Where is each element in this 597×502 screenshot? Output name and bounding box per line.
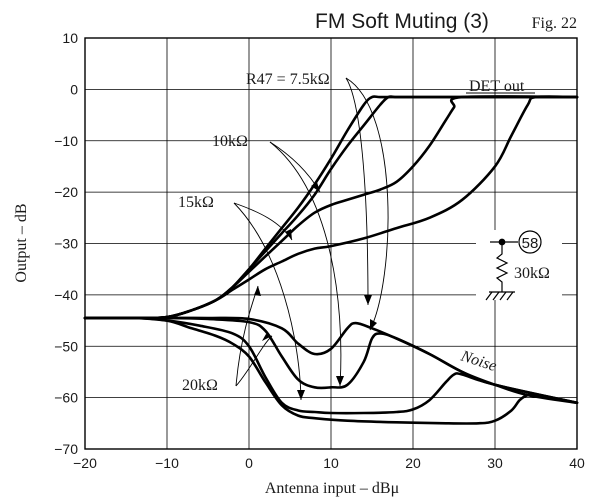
figure-label: Fig. 22 [532,15,577,32]
arrowhead-7.5k-2 [370,319,377,330]
pin-circle [518,230,542,254]
x-tick-label: 40 [569,455,585,471]
y-tick-label: −60 [54,390,78,406]
leader-10k-2 [269,141,342,387]
x-axis-label: Antenna input – dBμ [265,480,399,497]
annotation-20k: 20kΩ [182,377,218,394]
series-lines [83,95,579,425]
annotation-r47-7.5k: R47 = 7.5kΩ [246,71,330,88]
resistor-value: 30kΩ [514,265,550,282]
leader-7.5k-1 [345,77,369,306]
plot-frame [84,37,578,450]
arrowhead-10k-2 [336,376,344,386]
arrowhead-20k-2 [262,334,272,341]
pin-number: 58 [522,235,539,252]
series-line-5 [83,316,579,405]
leader-10k-1 [269,141,321,193]
y-tick-label: 10 [62,30,78,46]
y-tick-label: −10 [54,133,78,149]
annotation-noise: Noise [458,347,499,375]
y-tick-label: −50 [54,338,78,354]
x-tick-label: 20 [405,455,421,471]
leader-15k-1 [233,202,293,241]
y-tick-label: −30 [54,236,78,252]
y-tick-label: −20 [54,184,78,200]
x-tick-label: −20 [73,455,97,471]
x-tick-label: 10 [323,455,339,471]
x-tick-label: −10 [155,455,179,471]
arrowhead-10k-1 [311,182,320,192]
leader-15k-2 [233,202,302,401]
arrowhead-15k-2 [297,390,305,400]
y-tick-label: −40 [54,287,78,303]
series-line-6 [83,316,579,415]
y-axis-label: Output – dB [13,203,30,282]
arrowhead-20k-1 [254,286,261,296]
resistor-symbol [495,242,509,292]
annotation-15k: 15kΩ [178,194,214,211]
annotation-arrowheads [254,182,377,400]
annotation-det-out: DET out [469,78,525,95]
tick-labels: −20 −10 0 10 20 30 40 10 0 −10 −20 −30 −40 −50 −60 −70 [54,30,585,471]
annotation-10k: 10kΩ [212,133,248,150]
x-tick-label: 30 [487,455,503,471]
arrowhead-7.5k-1 [364,295,372,305]
leader-20k-2 [235,335,273,387]
arrowhead-15k-1 [285,229,292,240]
y-tick-label: 0 [70,81,78,97]
series-line-7 [83,316,579,425]
y-tick-label: −70 [54,441,78,457]
x-tick-label: 0 [245,455,253,471]
chart-title: FM Soft Muting (3) [315,10,489,33]
leader-7.5k-2 [345,77,389,331]
series-line-3 [83,95,579,320]
ground-hatch [485,291,514,301]
schematic-inset [476,230,562,301]
